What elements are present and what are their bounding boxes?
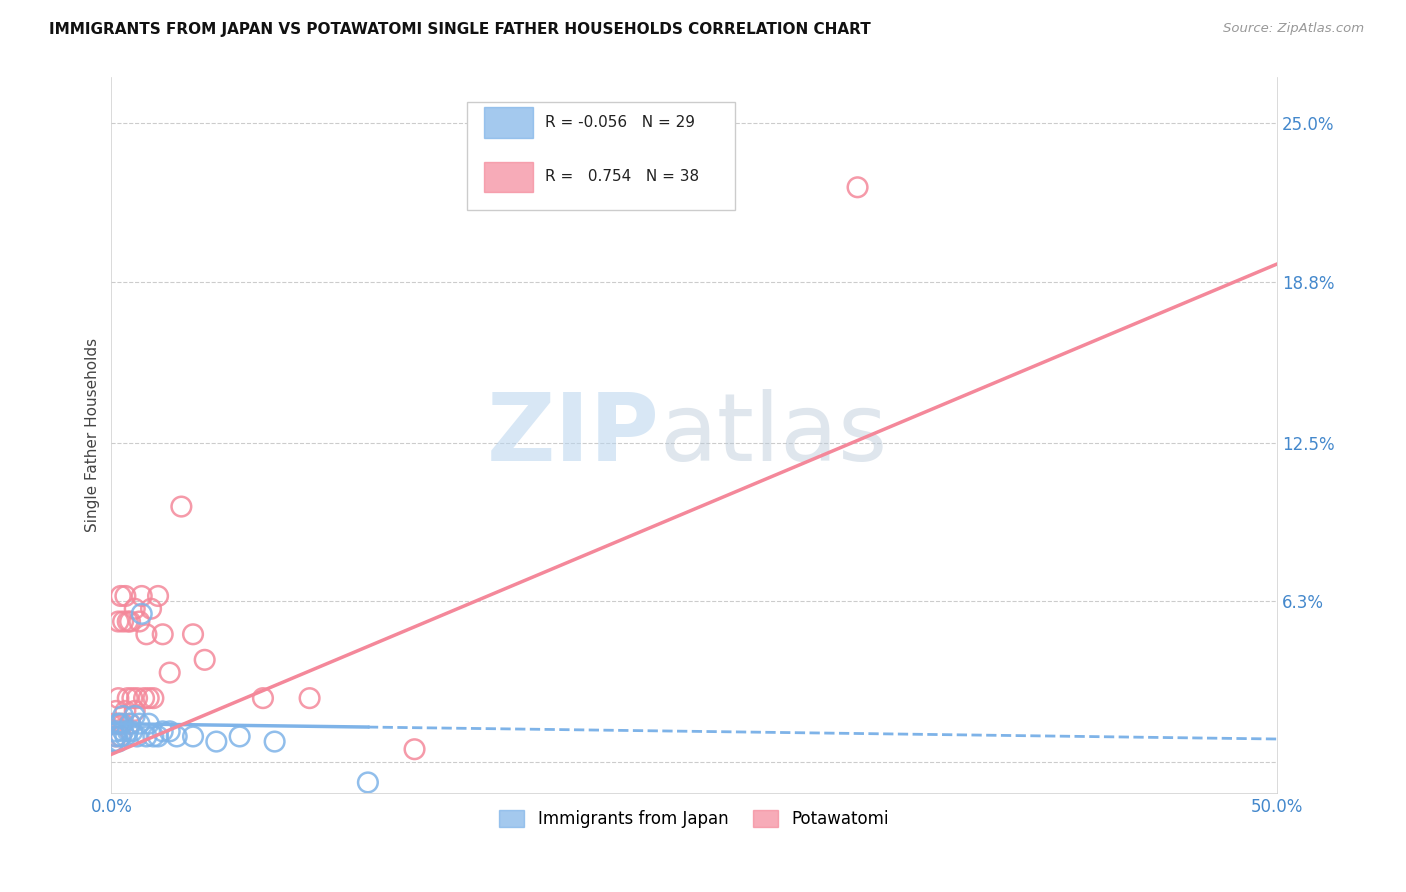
Point xyxy=(135,730,157,744)
Point xyxy=(138,691,160,706)
Point xyxy=(120,615,142,629)
Point xyxy=(138,716,160,731)
Point xyxy=(170,500,193,514)
Point xyxy=(128,615,150,629)
Point xyxy=(159,665,181,680)
Point xyxy=(404,742,426,756)
Point xyxy=(194,653,217,667)
Text: Source: ZipAtlas.com: Source: ZipAtlas.com xyxy=(1223,22,1364,36)
FancyBboxPatch shape xyxy=(467,103,735,210)
Text: IMMIGRANTS FROM JAPAN VS POTAWATOMI SINGLE FATHER HOUSEHOLDS CORRELATION CHART: IMMIGRANTS FROM JAPAN VS POTAWATOMI SING… xyxy=(49,22,870,37)
Point xyxy=(181,730,204,744)
Point xyxy=(263,734,285,748)
Point xyxy=(105,704,128,718)
FancyBboxPatch shape xyxy=(485,107,533,137)
Point xyxy=(131,607,153,621)
Point xyxy=(112,615,135,629)
Point xyxy=(107,734,129,748)
Point xyxy=(139,601,162,615)
Point xyxy=(121,724,143,739)
Point xyxy=(132,691,155,706)
Point xyxy=(124,704,146,718)
Point xyxy=(131,589,153,603)
Point xyxy=(105,724,128,739)
Point xyxy=(146,730,169,744)
Point xyxy=(114,730,136,744)
Point xyxy=(124,601,146,615)
Point xyxy=(159,724,181,739)
Point xyxy=(181,627,204,641)
Point xyxy=(103,734,125,748)
Point xyxy=(112,724,135,739)
Point xyxy=(120,716,142,731)
Point xyxy=(142,691,165,706)
Point xyxy=(110,730,132,744)
Point xyxy=(128,716,150,731)
Point xyxy=(107,716,129,731)
Point xyxy=(117,724,139,739)
Point xyxy=(107,691,129,706)
Point xyxy=(114,589,136,603)
Point xyxy=(124,709,146,723)
Point xyxy=(112,709,135,723)
Point xyxy=(298,691,321,706)
Point xyxy=(846,180,869,194)
Point xyxy=(117,615,139,629)
Text: atlas: atlas xyxy=(659,389,887,481)
Point xyxy=(205,734,228,748)
Point xyxy=(166,730,188,744)
Point xyxy=(110,589,132,603)
Point xyxy=(121,691,143,706)
Point xyxy=(357,775,380,789)
Point xyxy=(105,730,128,744)
Text: ZIP: ZIP xyxy=(486,389,659,481)
Point xyxy=(228,730,250,744)
Text: R = -0.056   N = 29: R = -0.056 N = 29 xyxy=(546,115,695,130)
Y-axis label: Single Father Households: Single Father Households xyxy=(86,338,100,533)
Point xyxy=(103,734,125,748)
Text: R =   0.754   N = 38: R = 0.754 N = 38 xyxy=(546,169,699,185)
Point xyxy=(114,704,136,718)
Point xyxy=(120,716,142,731)
Point xyxy=(103,716,125,731)
Point xyxy=(125,691,148,706)
Point xyxy=(110,730,132,744)
Point xyxy=(112,716,135,731)
Point xyxy=(105,730,128,744)
Point xyxy=(107,716,129,731)
Legend: Immigrants from Japan, Potawatomi: Immigrants from Japan, Potawatomi xyxy=(492,803,896,834)
Point xyxy=(152,724,174,739)
Point xyxy=(125,730,148,744)
Point xyxy=(146,589,169,603)
Point xyxy=(117,691,139,706)
Point xyxy=(142,730,165,744)
Point xyxy=(110,716,132,731)
Point xyxy=(252,691,274,706)
Point xyxy=(152,627,174,641)
Point xyxy=(107,615,129,629)
Point xyxy=(135,627,157,641)
FancyBboxPatch shape xyxy=(485,161,533,192)
